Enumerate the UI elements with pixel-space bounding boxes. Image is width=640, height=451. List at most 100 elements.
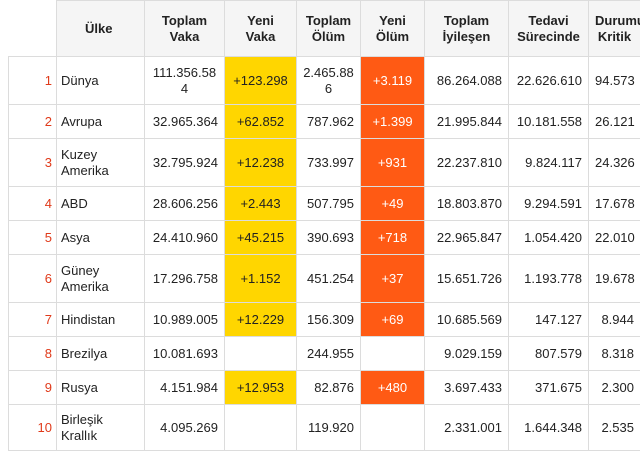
total-recovered-cell: 18.803.870 xyxy=(425,187,509,221)
critical-cell: 19.678 xyxy=(589,255,640,303)
new-cases-cell: +62.852 xyxy=(225,105,297,139)
new-deaths-cell: +69 xyxy=(361,303,425,337)
new-cases-cell: +1.152 xyxy=(225,255,297,303)
total-recovered-cell: 86.264.088 xyxy=(425,57,509,105)
header-new-deaths[interactable]: Yeni Ölüm xyxy=(361,1,425,57)
total-cases-cell: 28.606.256 xyxy=(145,187,225,221)
active-cell: 1.644.348 xyxy=(509,405,589,451)
active-cell: 371.675 xyxy=(509,371,589,405)
new-cases-cell: +123.298 xyxy=(225,57,297,105)
total-cases-cell: 111.356.584 xyxy=(145,57,225,105)
new-cases-cell: +12.229 xyxy=(225,303,297,337)
header-total-cases[interactable]: Toplam Vaka xyxy=(145,1,225,57)
critical-cell: 8.944 xyxy=(589,303,640,337)
country-cell[interactable]: Rusya xyxy=(57,371,145,405)
new-deaths-cell: +1.399 xyxy=(361,105,425,139)
total-deaths-cell: 390.693 xyxy=(297,221,361,255)
critical-cell: 24.326 xyxy=(589,139,640,187)
active-cell: 9.294.591 xyxy=(509,187,589,221)
total-cases-cell: 4.095.269 xyxy=(145,405,225,451)
total-cases-cell: 10.081.693 xyxy=(145,337,225,371)
country-cell[interactable]: Asya xyxy=(57,221,145,255)
new-deaths-cell: +718 xyxy=(361,221,425,255)
new-deaths-cell xyxy=(361,337,425,371)
rank-cell: 10 xyxy=(9,405,57,451)
total-cases-cell: 24.410.960 xyxy=(145,221,225,255)
new-cases-cell: +12.238 xyxy=(225,139,297,187)
new-cases-cell xyxy=(225,337,297,371)
country-cell[interactable]: Avrupa xyxy=(57,105,145,139)
critical-cell: 22.010 xyxy=(589,221,640,255)
header-new-cases[interactable]: Yeni Vaka xyxy=(225,1,297,57)
total-deaths-cell: 156.309 xyxy=(297,303,361,337)
critical-cell: 94.573 xyxy=(589,57,640,105)
new-deaths-cell: +37 xyxy=(361,255,425,303)
active-cell: 1.054.420 xyxy=(509,221,589,255)
country-cell[interactable]: Hindistan xyxy=(57,303,145,337)
total-deaths-cell: 2.465.886 xyxy=(297,57,361,105)
total-recovered-cell: 3.697.433 xyxy=(425,371,509,405)
new-deaths-cell: +480 xyxy=(361,371,425,405)
rank-header xyxy=(9,1,57,57)
header-critical[interactable]: Durumu Kritik xyxy=(589,1,640,57)
critical-cell: 26.121 xyxy=(589,105,640,139)
total-deaths-cell: 507.795 xyxy=(297,187,361,221)
header-total-recovered[interactable]: Toplam İyileşen xyxy=(425,1,509,57)
covid-stats-table: Ülke Toplam Vaka Yeni Vaka Toplam Ölüm Y… xyxy=(8,0,640,451)
rank-cell: 8 xyxy=(9,337,57,371)
new-deaths-cell xyxy=(361,405,425,451)
country-cell[interactable]: ABD xyxy=(57,187,145,221)
critical-cell: 2.535 xyxy=(589,405,640,451)
total-recovered-cell: 15.651.726 xyxy=(425,255,509,303)
new-deaths-cell: +931 xyxy=(361,139,425,187)
active-cell: 807.579 xyxy=(509,337,589,371)
total-recovered-cell: 22.965.847 xyxy=(425,221,509,255)
total-deaths-cell: 82.876 xyxy=(297,371,361,405)
header-row: Ülke Toplam Vaka Yeni Vaka Toplam Ölüm Y… xyxy=(9,1,640,57)
rank-cell: 3 xyxy=(9,139,57,187)
country-cell[interactable]: Dünya xyxy=(57,57,145,105)
header-active[interactable]: Tedavi Sürecinde xyxy=(509,1,589,57)
active-cell: 1.193.778 xyxy=(509,255,589,303)
total-cases-cell: 17.296.758 xyxy=(145,255,225,303)
total-recovered-cell: 21.995.844 xyxy=(425,105,509,139)
total-deaths-cell: 787.962 xyxy=(297,105,361,139)
new-cases-cell xyxy=(225,405,297,451)
new-deaths-cell: +3.119 xyxy=(361,57,425,105)
rank-cell: 2 xyxy=(9,105,57,139)
active-cell: 22.626.610 xyxy=(509,57,589,105)
new-deaths-cell: +49 xyxy=(361,187,425,221)
active-cell: 147.127 xyxy=(509,303,589,337)
country-cell[interactable]: Güney Amerika xyxy=(57,255,145,303)
total-deaths-cell: 244.955 xyxy=(297,337,361,371)
new-cases-cell: +2.443 xyxy=(225,187,297,221)
total-recovered-cell: 10.685.569 xyxy=(425,303,509,337)
rank-cell: 5 xyxy=(9,221,57,255)
total-cases-cell: 4.151.984 xyxy=(145,371,225,405)
country-cell[interactable]: Birleşik Krallık xyxy=(57,405,145,451)
new-cases-cell: +12.953 xyxy=(225,371,297,405)
total-cases-cell: 32.795.924 xyxy=(145,139,225,187)
total-deaths-cell: 451.254 xyxy=(297,255,361,303)
header-country[interactable]: Ülke xyxy=(57,1,145,57)
total-recovered-cell: 2.331.001 xyxy=(425,405,509,451)
critical-cell: 2.300 xyxy=(589,371,640,405)
rank-cell: 7 xyxy=(9,303,57,337)
country-cell[interactable]: Brezilya xyxy=(57,337,145,371)
rank-cell: 9 xyxy=(9,371,57,405)
total-recovered-cell: 22.237.810 xyxy=(425,139,509,187)
country-cell[interactable]: Kuzey Amerika xyxy=(57,139,145,187)
rank-cell: 4 xyxy=(9,187,57,221)
header-total-deaths[interactable]: Toplam Ölüm xyxy=(297,1,361,57)
total-cases-cell: 32.965.364 xyxy=(145,105,225,139)
